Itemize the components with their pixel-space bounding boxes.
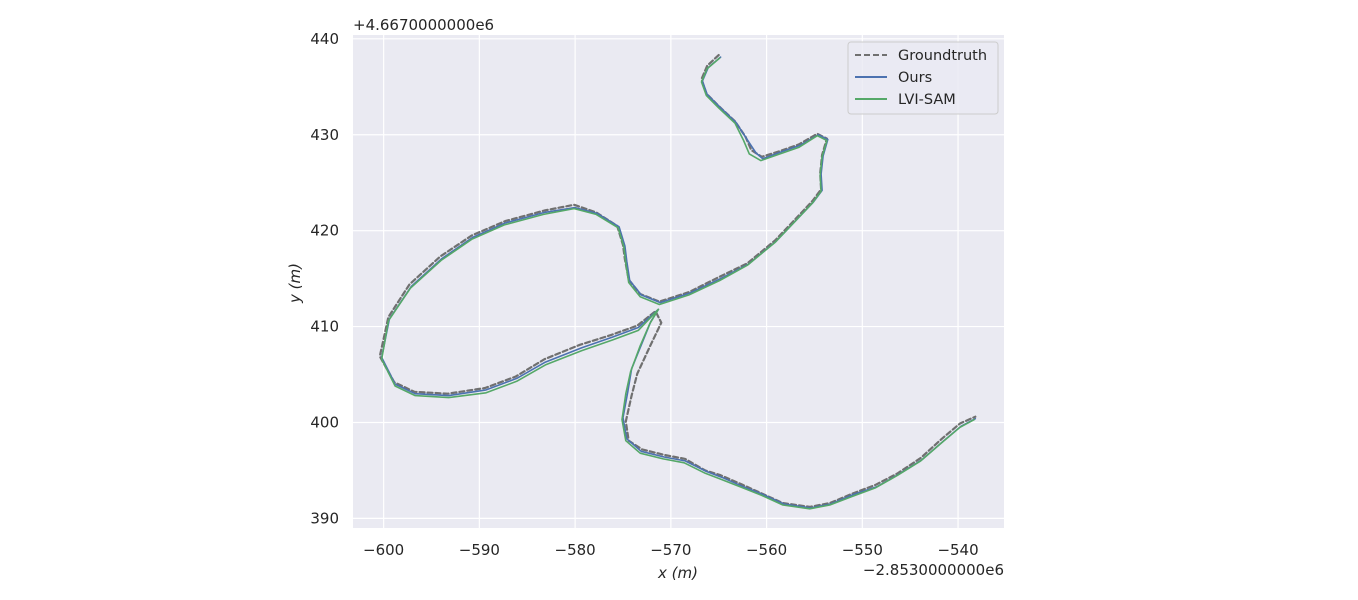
grid-lines <box>353 35 1004 528</box>
y-offset-label: +4.6670000000e6 <box>353 16 494 34</box>
x-tick-label: −580 <box>555 541 596 559</box>
y-tick-label: 410 <box>310 318 339 336</box>
legend-label-ours: Ours <box>898 70 932 86</box>
x-offset-label: −2.8530000000e6 <box>863 561 1004 579</box>
legend-box <box>847 41 999 115</box>
y-tick-label: 390 <box>310 509 339 527</box>
x-tick-label: −540 <box>937 541 978 559</box>
x-tick-labels: −600 −590 −580 −570 −560 −550 −540 <box>363 541 979 559</box>
legend-label-lvi-sam: LVI-SAM <box>898 92 956 108</box>
legend-label-groundtruth: Groundtruth <box>898 48 987 64</box>
y-tick-label: 400 <box>310 413 339 431</box>
y-tick-labels: 390 400 410 420 430 440 <box>310 30 339 528</box>
x-tick-label: −560 <box>746 541 787 559</box>
y-axis-label: y (m) <box>286 263 304 304</box>
plot-background <box>353 35 1004 528</box>
legend: Groundtruth Ours LVI-SAM <box>847 41 999 115</box>
x-tick-label: −550 <box>842 541 883 559</box>
series-lvi-sam-line <box>380 57 976 510</box>
x-axis-label: x (m) <box>657 564 698 582</box>
y-tick-label: 440 <box>310 30 339 48</box>
series-lines <box>378 53 977 510</box>
y-tick-label: 420 <box>310 222 339 240</box>
x-tick-label: −590 <box>459 541 500 559</box>
x-tick-label: −570 <box>650 541 691 559</box>
y-tick-label: 430 <box>310 126 339 144</box>
x-tick-label: −600 <box>363 541 404 559</box>
